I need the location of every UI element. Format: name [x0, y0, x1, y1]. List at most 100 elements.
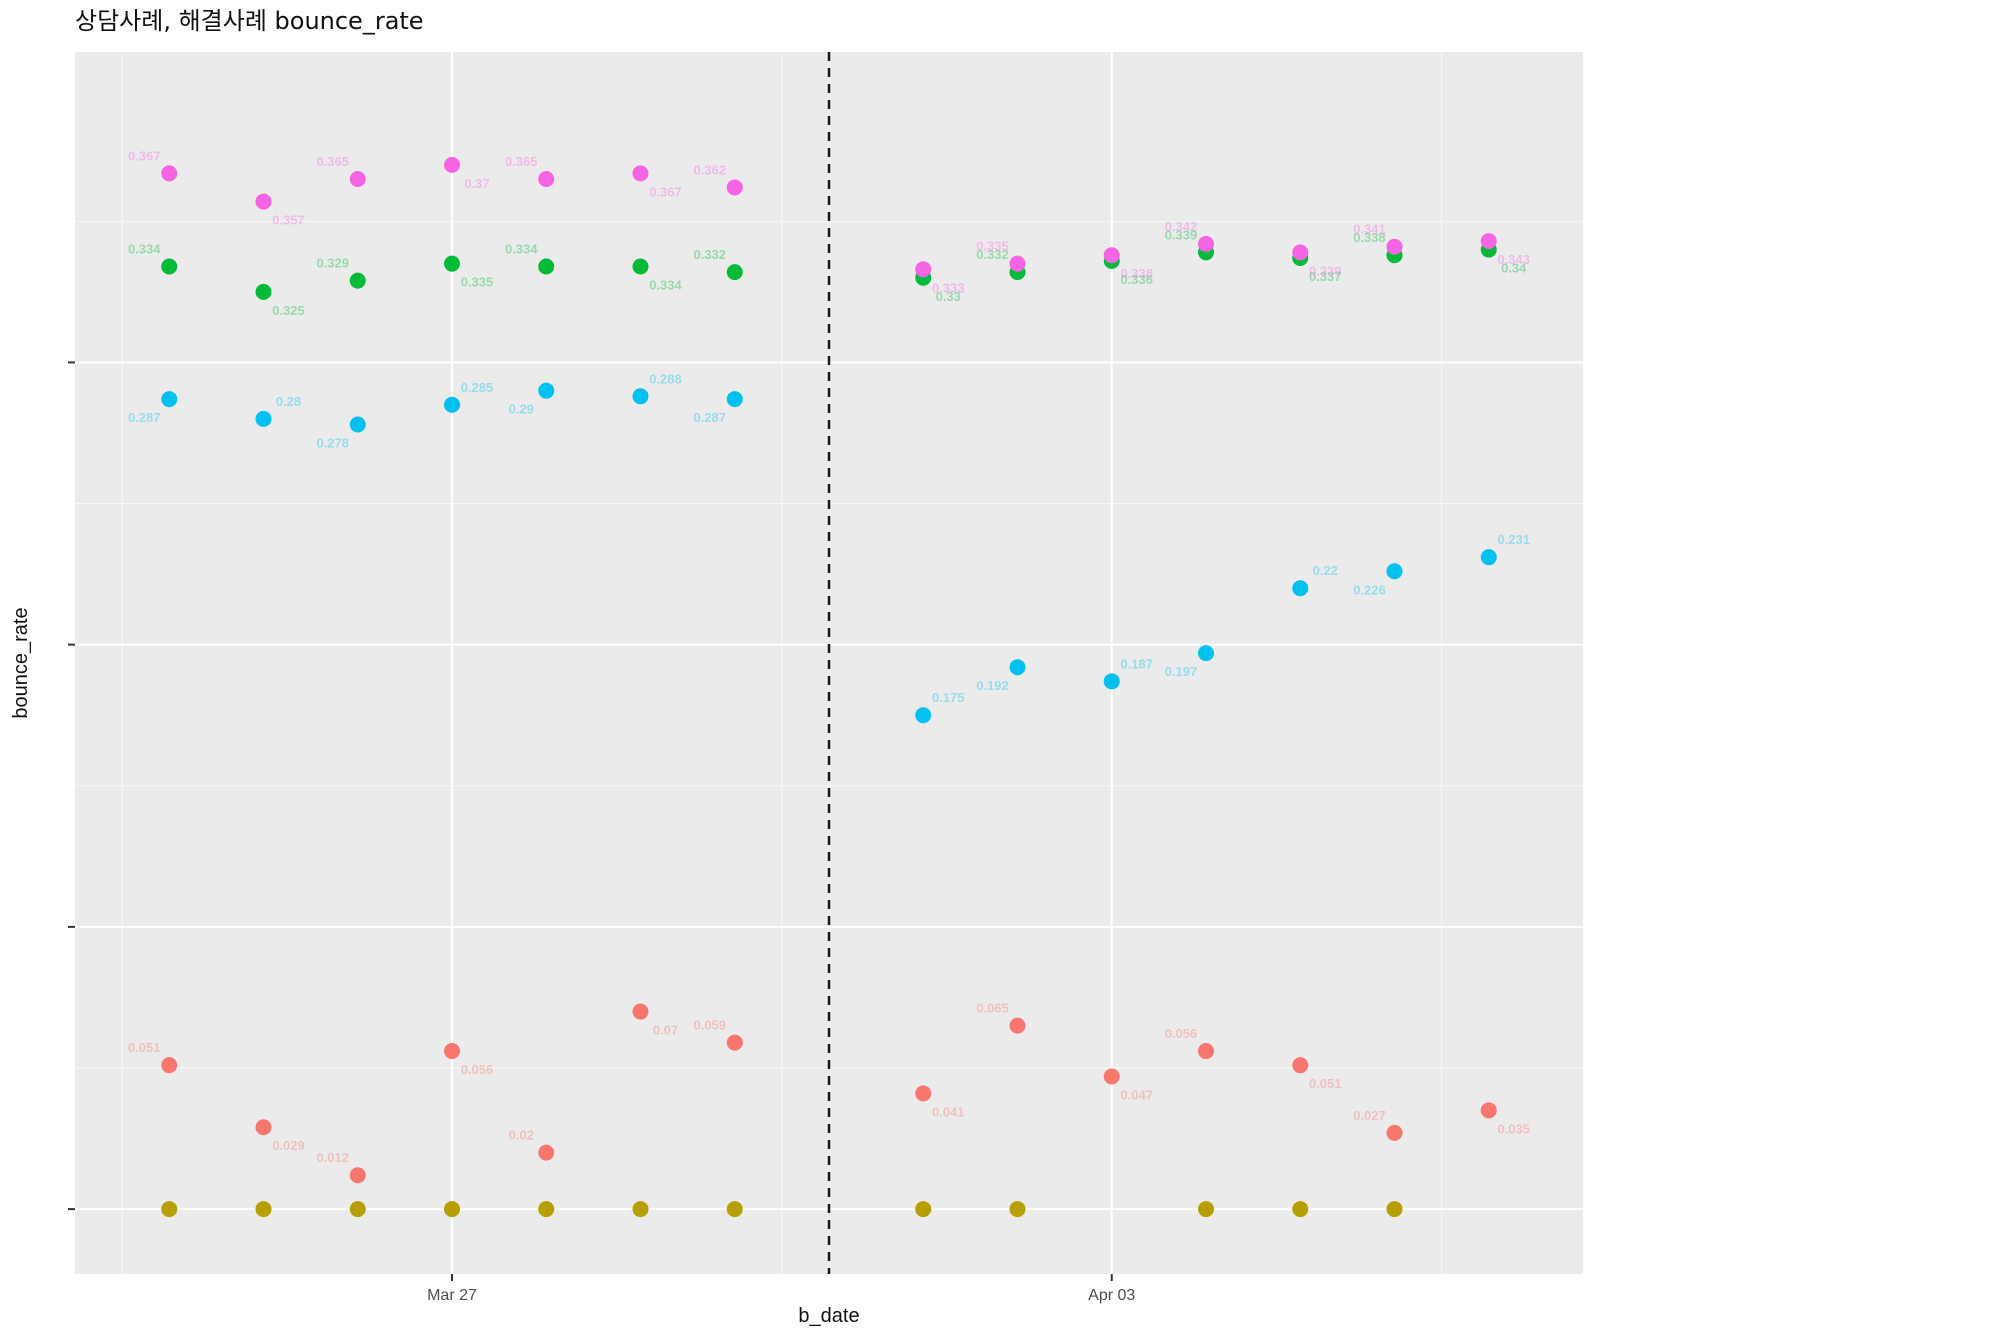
data-label: 0.29	[509, 402, 534, 417]
data-point	[915, 707, 932, 724]
data-label: 0.07	[653, 1023, 678, 1038]
data-label: 0.336	[1120, 272, 1153, 287]
data-label: 0.357	[272, 213, 305, 228]
data-point	[1386, 1201, 1403, 1218]
data-label: 0.059	[693, 1018, 726, 1033]
data-label: 0.337	[1309, 269, 1342, 284]
data-label: 0.278	[316, 436, 349, 451]
data-point	[1386, 238, 1403, 255]
data-point	[1480, 233, 1497, 250]
data-label: 0.338	[1353, 230, 1386, 245]
data-label: 0.37	[464, 176, 489, 191]
data-point	[1009, 255, 1026, 272]
data-label: 0.226	[1353, 582, 1386, 597]
data-label: 0.332	[976, 247, 1009, 262]
data-point	[255, 193, 272, 210]
data-point	[349, 1167, 366, 1184]
data-label: 0.288	[649, 371, 682, 386]
data-label: 0.175	[932, 690, 965, 705]
data-point	[255, 283, 272, 300]
data-label: 0.22	[1313, 563, 1338, 578]
data-label: 0.012	[316, 1150, 349, 1165]
data-point	[915, 261, 932, 278]
x-axis-title: b_date	[798, 1305, 859, 1327]
data-point	[1292, 1201, 1309, 1218]
data-label: 0.02	[509, 1128, 534, 1143]
data-point	[1292, 244, 1309, 261]
data-label: 0.341	[1353, 222, 1386, 237]
data-point	[161, 1057, 178, 1074]
data-label: 0.047	[1120, 1087, 1153, 1102]
data-point	[632, 258, 649, 275]
data-label: 0.197	[1165, 664, 1198, 679]
data-point	[1480, 1102, 1497, 1119]
data-label: 0.041	[932, 1104, 965, 1119]
data-label: 0.367	[128, 148, 161, 163]
data-point	[726, 391, 743, 408]
data-point	[255, 1119, 272, 1136]
data-label: 0.362	[693, 162, 726, 177]
data-label: 0.334	[128, 241, 161, 256]
data-point	[1480, 549, 1497, 566]
data-point	[444, 1201, 460, 1218]
data-point	[915, 1085, 932, 1102]
data-point	[538, 1144, 555, 1161]
data-point	[726, 179, 743, 196]
x-tick-label: Mar 27	[427, 1287, 477, 1304]
data-point	[1292, 580, 1309, 597]
data-point	[255, 410, 272, 427]
data-point	[349, 170, 366, 187]
data-label: 0.051	[128, 1040, 161, 1055]
data-point	[632, 1003, 649, 1020]
data-label: 0.287	[128, 410, 161, 425]
data-label: 0.367	[649, 184, 682, 199]
data-label: 0.332	[693, 247, 726, 262]
data-point	[161, 391, 178, 408]
data-label: 0.231	[1497, 532, 1530, 547]
data-point	[444, 255, 460, 272]
y-axis-title: bounce_rate	[10, 607, 32, 718]
chart-title: 상담사례, 해결사례 bounce_rate	[75, 7, 424, 35]
data-points: 0.051 0.029 0.012 0.056 0.02 0.07 0.059 0.041 0.…	[128, 148, 1530, 1218]
data-label: 0.28	[276, 394, 301, 409]
data-point	[444, 156, 460, 173]
data-label: 0.333	[932, 280, 965, 295]
data-point	[444, 396, 460, 413]
data-label: 0.365	[316, 154, 349, 169]
y-axis-ticks	[68, 361, 75, 1211]
data-point	[538, 1201, 555, 1218]
data-point	[1009, 1017, 1026, 1034]
data-point	[161, 1201, 178, 1218]
data-point	[349, 272, 366, 289]
data-point	[538, 382, 555, 399]
data-label: 0.34	[1501, 261, 1527, 276]
data-label: 0.335	[976, 239, 1009, 254]
data-point	[632, 165, 649, 182]
data-point	[538, 170, 555, 187]
x-axis-ticks: Mar 27 Apr 03	[427, 1274, 1135, 1304]
data-label: 0.33	[936, 289, 961, 304]
data-label: 0.342	[1165, 219, 1198, 234]
data-label: 0.051	[1309, 1076, 1342, 1091]
data-label: 0.056	[461, 1062, 494, 1077]
data-point	[1386, 1124, 1403, 1141]
data-point	[161, 165, 178, 182]
data-label: 0.027	[1353, 1108, 1386, 1123]
data-point	[632, 388, 649, 405]
data-point	[1198, 645, 1214, 662]
data-label: 0.338	[1120, 266, 1153, 281]
data-point	[726, 1034, 743, 1051]
data-point	[1103, 247, 1120, 264]
data-label: 0.343	[1497, 252, 1530, 267]
data-label: 0.334	[505, 241, 538, 256]
data-label: 0.285	[461, 380, 494, 395]
data-point	[1103, 673, 1120, 690]
data-label: 0.335	[461, 275, 494, 290]
data-point	[1292, 1057, 1309, 1074]
data-point	[726, 264, 743, 281]
data-point	[1009, 1201, 1026, 1218]
data-label: 0.029	[272, 1138, 305, 1153]
data-label: 0.187	[1120, 656, 1153, 671]
data-point	[255, 1201, 272, 1218]
